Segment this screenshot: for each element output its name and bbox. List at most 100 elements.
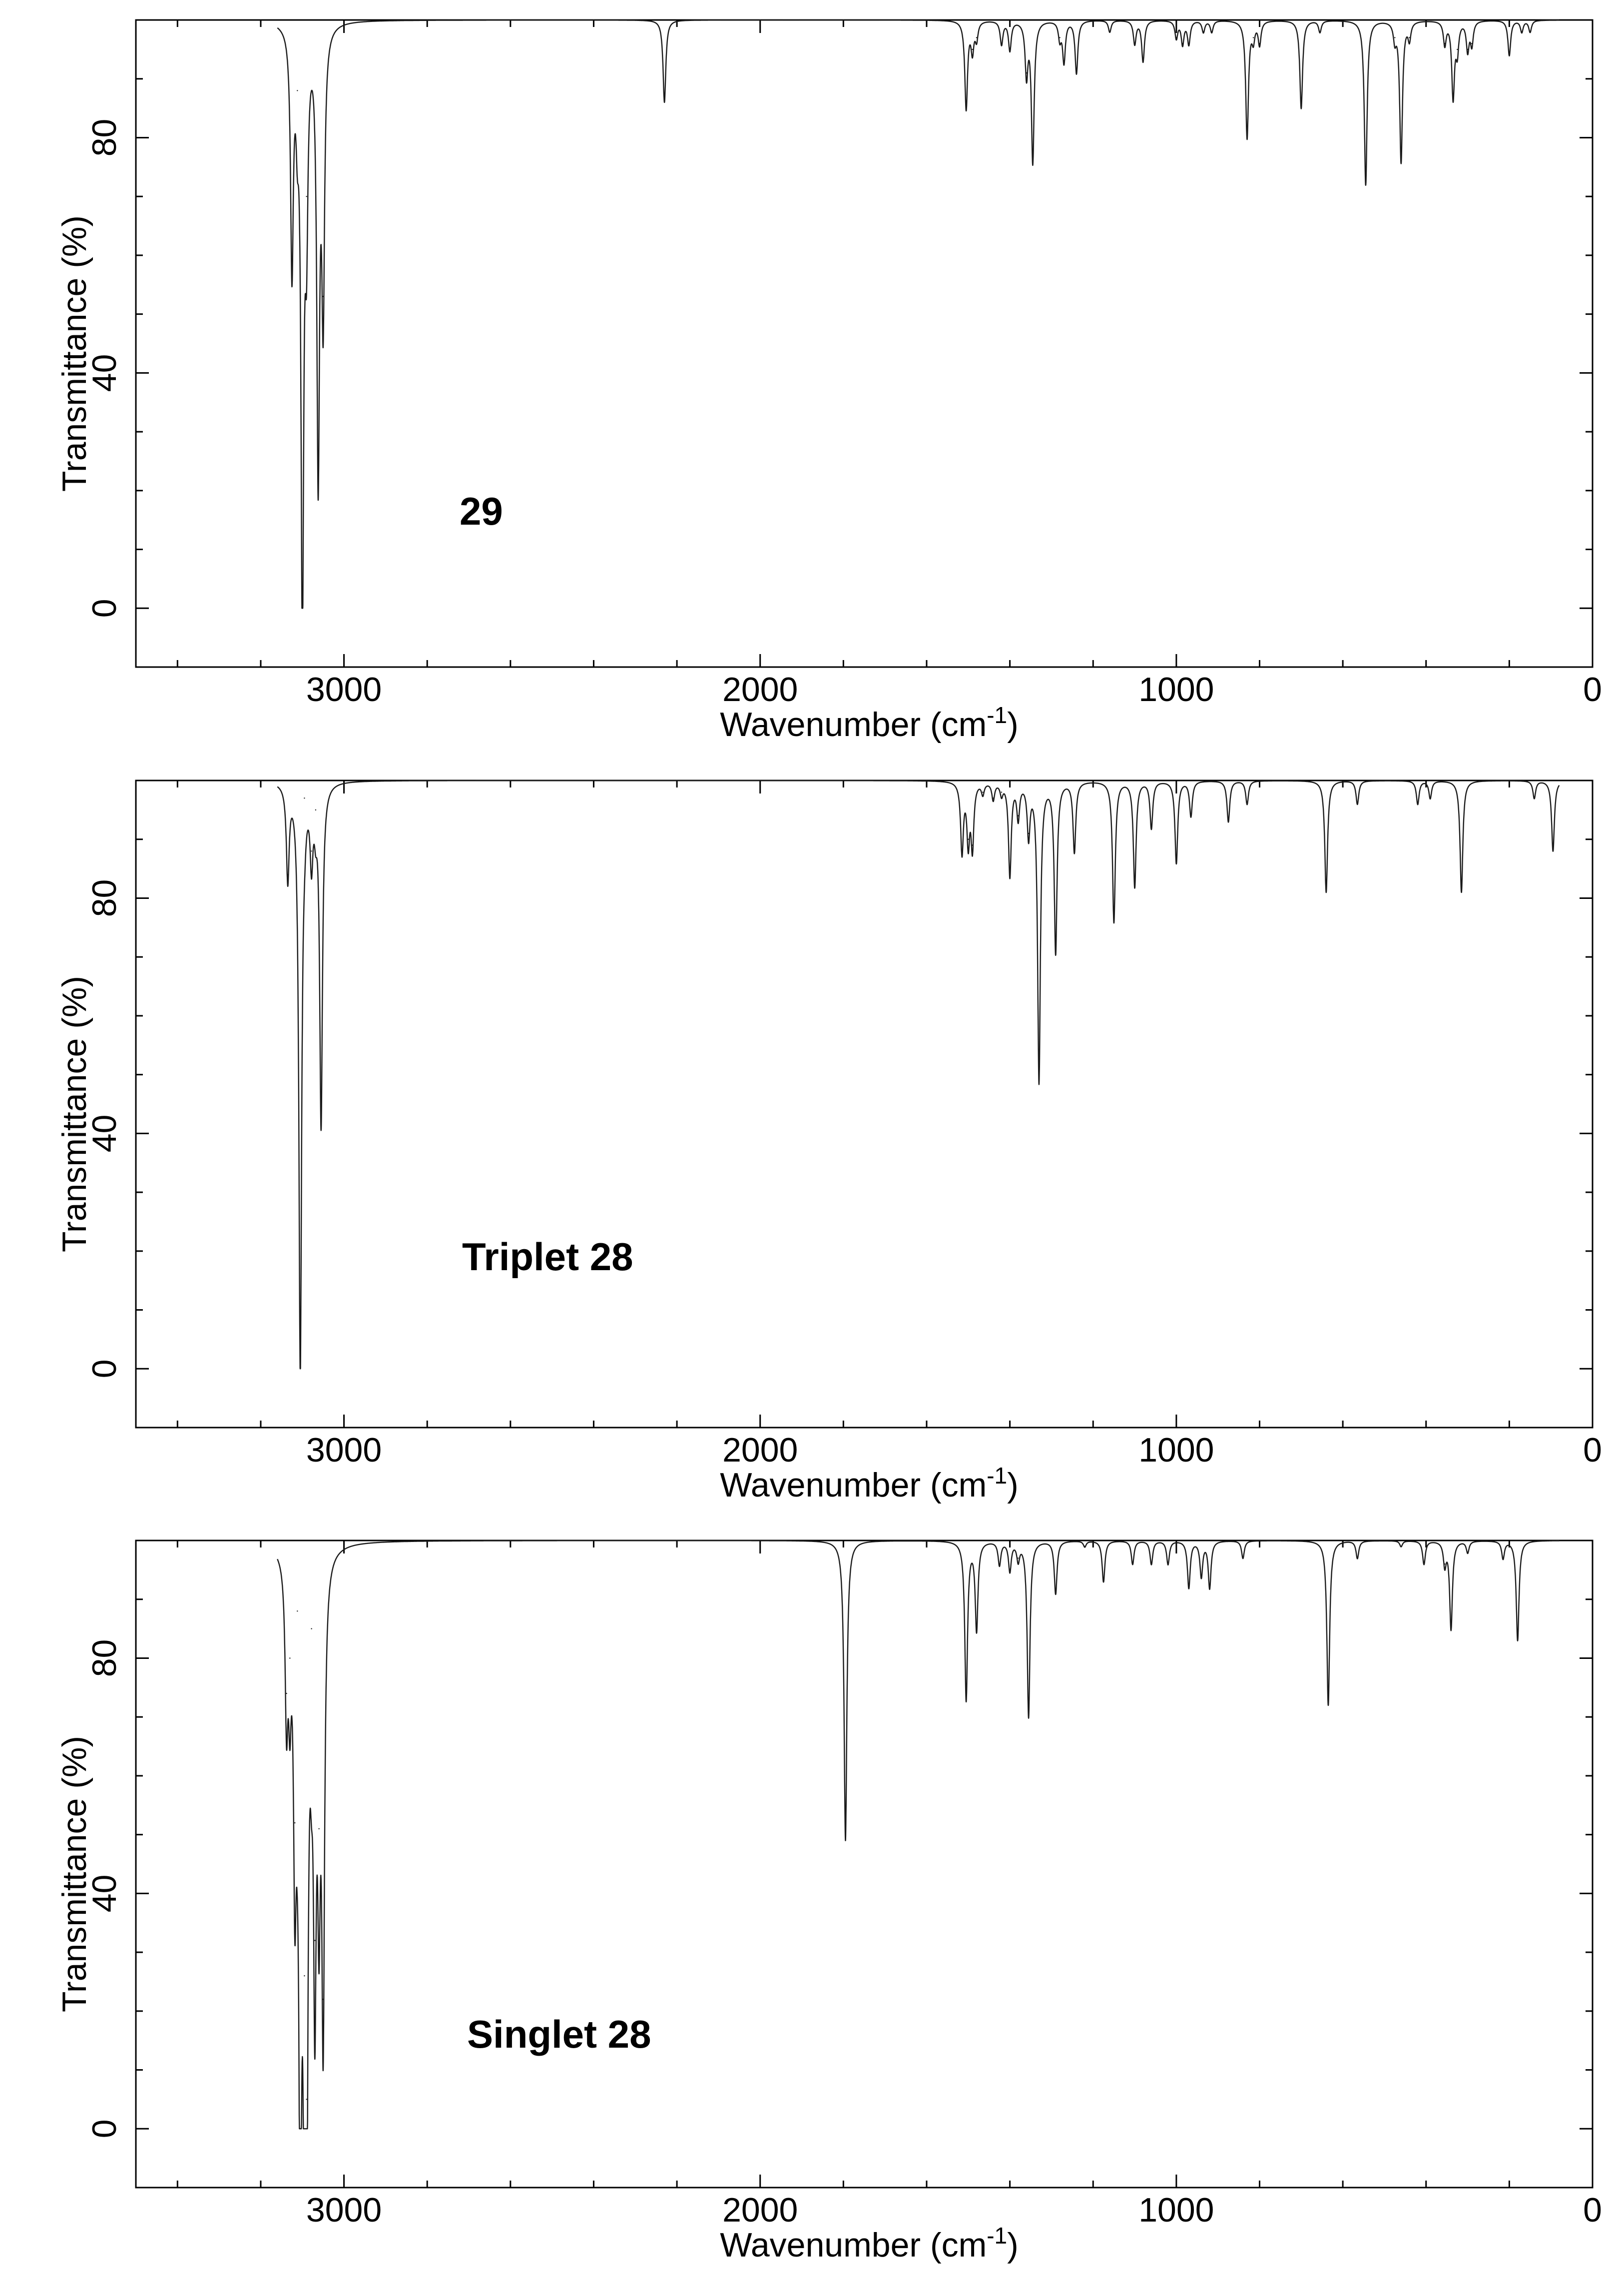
x-axis-label-superscript: -1 bbox=[987, 2223, 1007, 2249]
absorption-band-point bbox=[1188, 42, 1190, 44]
absorption-band-point bbox=[1529, 31, 1531, 32]
absorption-band-point bbox=[318, 1828, 320, 1830]
absorption-band-point bbox=[1134, 885, 1135, 887]
absorption-band-point bbox=[1055, 950, 1057, 952]
absorption-band-point bbox=[294, 1822, 296, 1824]
compound-label: Singlet 28 bbox=[467, 2012, 651, 2056]
y-axis-label: Transmittance (%) bbox=[55, 215, 93, 492]
absorption-band-point bbox=[1028, 832, 1030, 834]
spectrum-line bbox=[277, 19, 1560, 609]
absorption-band-point bbox=[1209, 1587, 1210, 1588]
x-axis-label: Wavenumber (cm-1) bbox=[720, 702, 1019, 744]
absorption-band-point bbox=[304, 797, 305, 799]
absorption-band-point bbox=[1252, 37, 1254, 38]
absorption-band-point bbox=[306, 2099, 307, 2100]
absorption-band-point bbox=[1055, 1592, 1057, 1594]
absorption-band-point bbox=[965, 107, 967, 109]
absorption-band-point bbox=[972, 48, 973, 50]
absorption-band-point bbox=[1032, 160, 1034, 162]
x-tick-label: 3000 bbox=[306, 671, 382, 709]
absorption-band-point bbox=[1150, 827, 1152, 828]
absorption-band-point bbox=[1502, 1557, 1504, 1559]
absorption-band-point bbox=[1534, 797, 1535, 799]
absorption-band-point bbox=[1211, 31, 1212, 32]
x-tick-label: 1000 bbox=[1138, 2191, 1214, 2229]
absorption-band-point bbox=[1009, 1569, 1011, 1571]
absorption-band-point bbox=[1259, 42, 1260, 44]
absorption-band-point bbox=[304, 1975, 305, 1977]
absorption-band-point bbox=[1202, 31, 1204, 32]
y-tick-label: 80 bbox=[85, 879, 123, 917]
absorption-band-point bbox=[302, 608, 303, 609]
absorption-band-point bbox=[1457, 48, 1458, 50]
absorption-band-point bbox=[972, 844, 973, 846]
absorption-band-point bbox=[1167, 1563, 1169, 1565]
x-axis-label-text: Wavenumber (cm bbox=[720, 1466, 987, 1504]
x-tick-label: 2000 bbox=[722, 1431, 798, 1469]
y-tick-label: 80 bbox=[85, 119, 123, 157]
absorption-band-point bbox=[289, 1657, 291, 1659]
x-tick-label: 3000 bbox=[306, 2191, 382, 2229]
ir-panel-2: 3000 2000 1000 0 0 40 80 Wavenumber (cm-1) Trans… bbox=[55, 779, 1602, 1504]
absorption-band-point bbox=[322, 296, 324, 297]
y-tick-label: 40 bbox=[85, 1875, 123, 1913]
y-tick-label: 80 bbox=[85, 1639, 123, 1677]
x-axis-label-end: ) bbox=[1007, 706, 1019, 744]
absorption-band-point bbox=[317, 460, 319, 462]
x-axis-label: Wavenumber (cm-1) bbox=[720, 1463, 1019, 1504]
absorption-band-point bbox=[845, 1840, 846, 1841]
absorption-band-point bbox=[976, 37, 978, 38]
absorption-band-point bbox=[1521, 31, 1523, 32]
absorption-band-point bbox=[299, 1368, 301, 1370]
y-axis-label: Transmittance (%) bbox=[55, 1736, 93, 2012]
absorption-band-point bbox=[1409, 37, 1410, 38]
absorption-band-point bbox=[1444, 1563, 1446, 1565]
absorption-band-point bbox=[1394, 37, 1396, 38]
absorption-band-point bbox=[1009, 48, 1011, 50]
absorption-band-point bbox=[976, 1628, 978, 1629]
y-tick-label: 0 bbox=[85, 599, 123, 618]
absorption-band-point bbox=[1357, 1557, 1358, 1559]
absorption-band-point bbox=[1028, 1716, 1030, 1718]
absorption-band-point bbox=[314, 1940, 316, 1941]
absorption-band-point bbox=[999, 1563, 1001, 1565]
absorption-band-point bbox=[306, 196, 307, 197]
absorption-band-point bbox=[1102, 1581, 1104, 1582]
absorption-band-point bbox=[1325, 891, 1327, 893]
absorption-band-point bbox=[322, 1999, 324, 2000]
absorption-band-point bbox=[1038, 1080, 1040, 1081]
x-tick-label: 3000 bbox=[306, 1431, 382, 1469]
absorption-band-point bbox=[1076, 72, 1078, 74]
y-tick-label: 0 bbox=[85, 1359, 123, 1378]
absorption-band-point bbox=[1246, 137, 1248, 138]
absorption-band-point bbox=[286, 1692, 287, 1694]
absorption-band-point bbox=[1175, 862, 1177, 864]
absorption-band-point bbox=[297, 1610, 298, 1612]
plot-frame bbox=[135, 1539, 1594, 2189]
absorption-band-point bbox=[663, 101, 665, 103]
absorption-band-point bbox=[1552, 850, 1554, 852]
y-tick-label: 40 bbox=[85, 1115, 123, 1153]
x-axis-label-end: ) bbox=[1007, 2226, 1019, 2264]
plot-frame bbox=[135, 19, 1594, 668]
absorption-band-point bbox=[1175, 37, 1177, 38]
absorption-band-point bbox=[1063, 60, 1065, 62]
absorption-band-point bbox=[982, 791, 984, 793]
absorption-band-point bbox=[320, 1121, 322, 1122]
absorption-band-point bbox=[1059, 37, 1061, 38]
absorption-band-point bbox=[1509, 54, 1510, 56]
y-axis-label: Transmittance (%) bbox=[55, 976, 93, 1252]
absorption-band-point bbox=[1188, 1587, 1190, 1588]
absorption-band-point bbox=[1400, 160, 1402, 162]
absorption-band-point bbox=[993, 797, 994, 799]
absorption-band-point bbox=[1423, 1563, 1425, 1565]
absorption-band-point bbox=[1200, 1575, 1202, 1576]
absorption-band-point bbox=[1001, 791, 1003, 793]
absorption-band-point bbox=[961, 850, 963, 852]
ir-panel-3: 3000 2000 1000 0 0 40 80 Wavenumber (cm-1) Trans… bbox=[55, 1539, 1602, 2264]
absorption-band-point bbox=[1417, 803, 1419, 805]
compound-label: Triplet 28 bbox=[462, 1235, 633, 1279]
x-tick-label: 1000 bbox=[1138, 671, 1214, 709]
spectrum-line bbox=[277, 1540, 1560, 2130]
absorption-band-point bbox=[1026, 72, 1028, 74]
